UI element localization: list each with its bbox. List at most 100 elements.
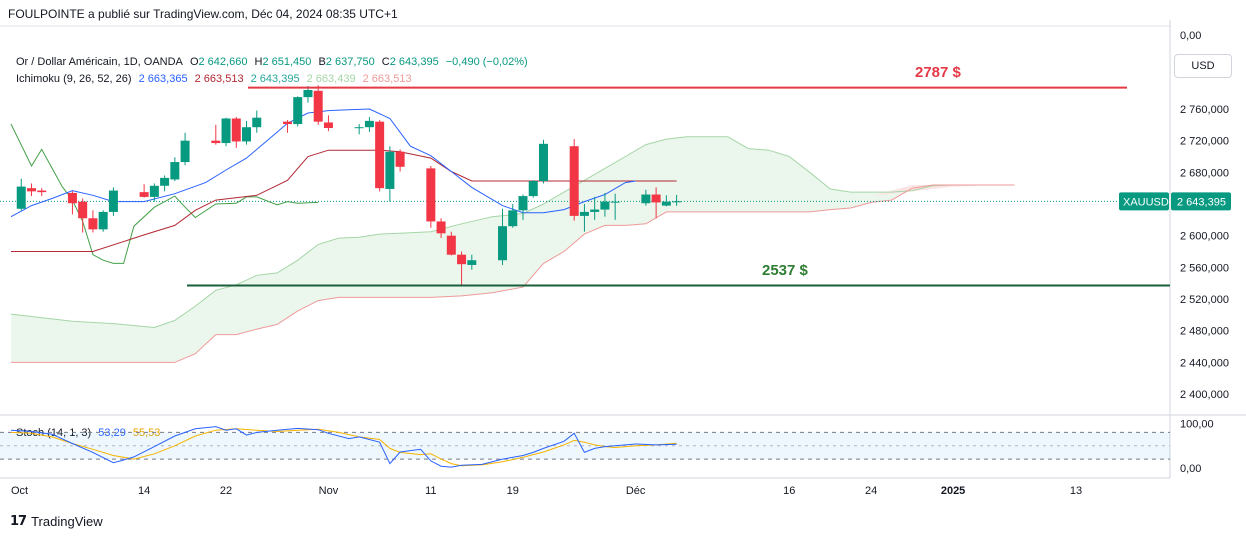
high-value: 2 651,450 bbox=[262, 56, 312, 68]
candle bbox=[579, 204, 589, 232]
candle-body bbox=[293, 97, 303, 125]
tradingview-mark-icon: 𝟭𝟳 bbox=[10, 513, 27, 528]
candle-body bbox=[37, 190, 47, 193]
candle-body bbox=[641, 194, 651, 204]
candle-body bbox=[364, 120, 374, 128]
candle bbox=[139, 184, 149, 198]
candle bbox=[149, 183, 159, 202]
candle-body bbox=[160, 177, 170, 186]
candle bbox=[446, 231, 456, 256]
candle bbox=[231, 116, 241, 148]
price-tick-label: 2 600,000 bbox=[1180, 231, 1229, 243]
candle bbox=[651, 187, 661, 219]
candle bbox=[385, 146, 395, 202]
symbol-legend: Or / Dollar Américain, 1D, OANDA O2 642,… bbox=[16, 56, 532, 68]
price-tick-label: 2 760,000 bbox=[1180, 104, 1229, 116]
time-tick-label: 19 bbox=[507, 485, 519, 497]
change-value: −0,490 (−0,02%) bbox=[445, 56, 528, 68]
candle-body bbox=[467, 260, 477, 265]
candle-body bbox=[579, 211, 589, 216]
candle-body bbox=[426, 168, 436, 222]
candle bbox=[364, 116, 374, 132]
symbol-tag bbox=[1119, 192, 1169, 211]
candle-body bbox=[323, 122, 333, 129]
time-tick-label: 11 bbox=[425, 485, 436, 497]
price-tick-label: 0,00 bbox=[1180, 30, 1201, 42]
candle-body bbox=[610, 201, 620, 203]
price-tag-text: 2 643,395 bbox=[1177, 196, 1226, 208]
time-tick-label: 16 bbox=[783, 485, 795, 497]
candle bbox=[528, 180, 538, 198]
symbol-name: Or / Dollar Américain, 1D, OANDA bbox=[16, 56, 183, 68]
candle bbox=[67, 191, 77, 215]
candle-body bbox=[508, 210, 518, 227]
candle-body bbox=[211, 140, 221, 144]
candle bbox=[160, 175, 170, 192]
candle bbox=[508, 204, 518, 228]
candle-body bbox=[569, 146, 579, 216]
time-tick-label: 13 bbox=[1070, 485, 1082, 497]
ichimoku-cloud bbox=[11, 136, 1015, 363]
candle-body bbox=[149, 185, 159, 197]
open-value: 2 642,660 bbox=[198, 56, 248, 68]
candle-body bbox=[590, 209, 600, 212]
candle-body bbox=[354, 127, 364, 129]
ichimoku-span-b-line bbox=[11, 184, 1015, 363]
publish-info: FOULPOINTE a publié sur TradingView.com,… bbox=[8, 7, 398, 21]
price-tick-label: 2 680,000 bbox=[1180, 167, 1229, 179]
time-tick-label: Oct bbox=[11, 485, 28, 497]
candle-body bbox=[661, 201, 671, 206]
price-tick-label: 2 440,000 bbox=[1180, 357, 1229, 369]
candle-body bbox=[88, 218, 98, 230]
ichimoku-chikou-value: 2 643,395 bbox=[250, 73, 300, 85]
stoch-d-value: 55,53 bbox=[132, 427, 161, 439]
candle bbox=[293, 96, 303, 127]
candle bbox=[108, 187, 118, 216]
candle-body bbox=[436, 221, 446, 234]
candle bbox=[37, 188, 47, 197]
candle bbox=[78, 198, 88, 233]
stoch-k-value: 53,29 bbox=[98, 427, 126, 439]
candle bbox=[610, 193, 620, 220]
candle bbox=[426, 166, 436, 228]
stoch-legend: Stoch (14, 1, 3) 53,29 55,53 bbox=[16, 427, 164, 439]
time-tick-label: 14 bbox=[138, 485, 150, 497]
price-tag bbox=[1171, 192, 1231, 211]
candle-body bbox=[108, 190, 118, 212]
candle-body bbox=[26, 188, 36, 192]
candle bbox=[98, 210, 108, 232]
candle-body bbox=[313, 90, 323, 122]
candle-body bbox=[180, 140, 190, 163]
candle bbox=[282, 120, 292, 133]
candle-body bbox=[170, 162, 180, 180]
candle-body bbox=[600, 201, 610, 210]
candle bbox=[457, 251, 467, 286]
ichimoku-span-b-value: 2 663,513 bbox=[362, 73, 412, 85]
stoch-d-line bbox=[10, 428, 677, 467]
currency-button[interactable]: USD bbox=[1174, 54, 1232, 78]
resistance-label: 2787 $ bbox=[915, 64, 962, 81]
candle-body bbox=[651, 194, 661, 203]
candle-body bbox=[78, 201, 88, 219]
candle bbox=[375, 120, 385, 192]
candle bbox=[16, 178, 26, 211]
candle bbox=[252, 110, 262, 133]
candle bbox=[303, 86, 313, 103]
candle bbox=[590, 196, 600, 220]
candle-body bbox=[303, 89, 313, 98]
close-value: 2 643,395 bbox=[389, 56, 439, 68]
stoch-label: Stoch (14, 1, 3) bbox=[16, 427, 92, 439]
candle bbox=[170, 157, 180, 182]
candle bbox=[498, 208, 508, 265]
candle bbox=[518, 194, 528, 220]
candle bbox=[672, 194, 682, 206]
low-value: 2 637,750 bbox=[325, 56, 375, 68]
candle-body bbox=[221, 118, 231, 144]
candle bbox=[221, 117, 231, 147]
price-tick-label: 2 520,000 bbox=[1180, 294, 1229, 306]
ichimoku-kijun-value: 2 663,513 bbox=[194, 73, 244, 85]
ichimoku-label: Ichimoku (9, 26, 52, 26) bbox=[16, 73, 132, 85]
candle-body bbox=[395, 151, 405, 167]
time-tick-label: 2025 bbox=[941, 485, 965, 497]
